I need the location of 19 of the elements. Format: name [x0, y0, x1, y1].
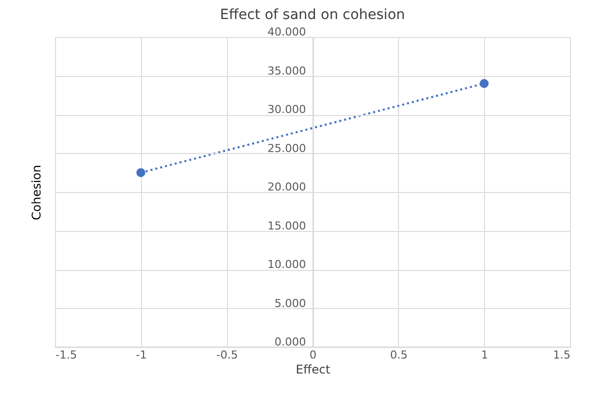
x-tick-label: -1.5: [56, 348, 77, 362]
y-tick-label: 5.000: [274, 296, 306, 310]
chart-title: Effect of sand on cohesion: [220, 7, 406, 23]
x-tick-label: 0.5: [390, 348, 408, 362]
x-tick-label: -1: [136, 348, 147, 362]
y-tick-label: 25.000: [268, 142, 306, 155]
y-tick-label: 30.000: [268, 103, 306, 116]
x-tick-label: 1.5: [553, 348, 570, 362]
y-tick-label: 40.000: [268, 26, 306, 38]
x-tick-label: 0: [310, 348, 316, 362]
y-tick-label: 0.000: [274, 336, 306, 348]
x-tick-label: 1: [481, 348, 488, 362]
x-axis-title: Effect: [296, 362, 331, 376]
y-tick-label: 35.000: [268, 64, 306, 78]
y-axis-title: Cohesion: [30, 164, 44, 220]
y-tick-label: 20.000: [268, 180, 306, 194]
x-tick-label: -0.5: [216, 348, 238, 362]
y-tick-label: 10.000: [268, 258, 306, 271]
y-tick-label: 15.000: [268, 219, 306, 232]
